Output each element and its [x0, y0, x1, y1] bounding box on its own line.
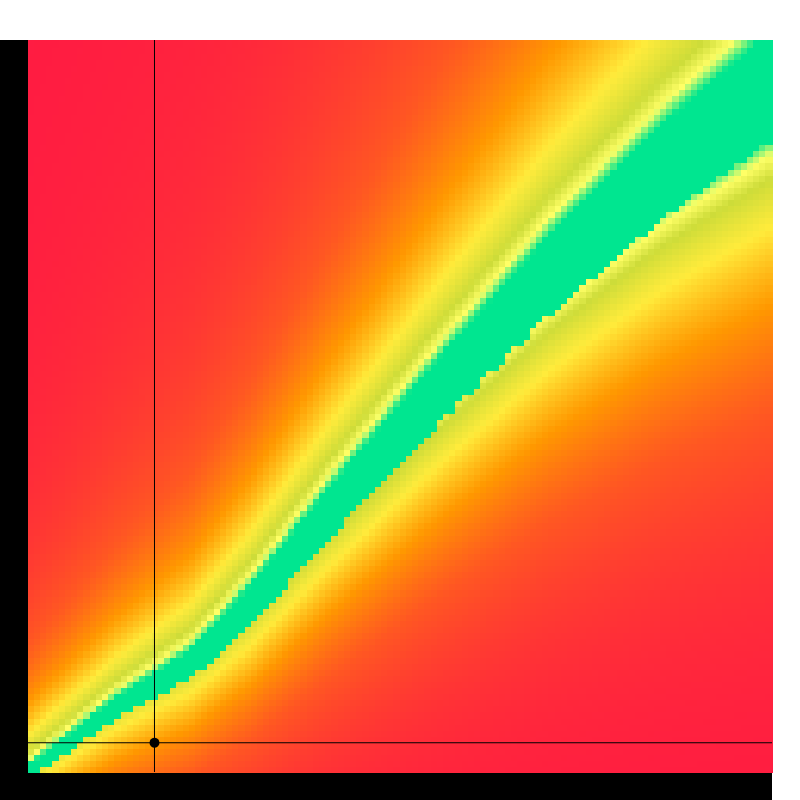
crosshair-marker — [149, 738, 159, 748]
axis-overlay — [0, 0, 800, 800]
chart-container: TheBottleneck.com — [0, 0, 800, 800]
